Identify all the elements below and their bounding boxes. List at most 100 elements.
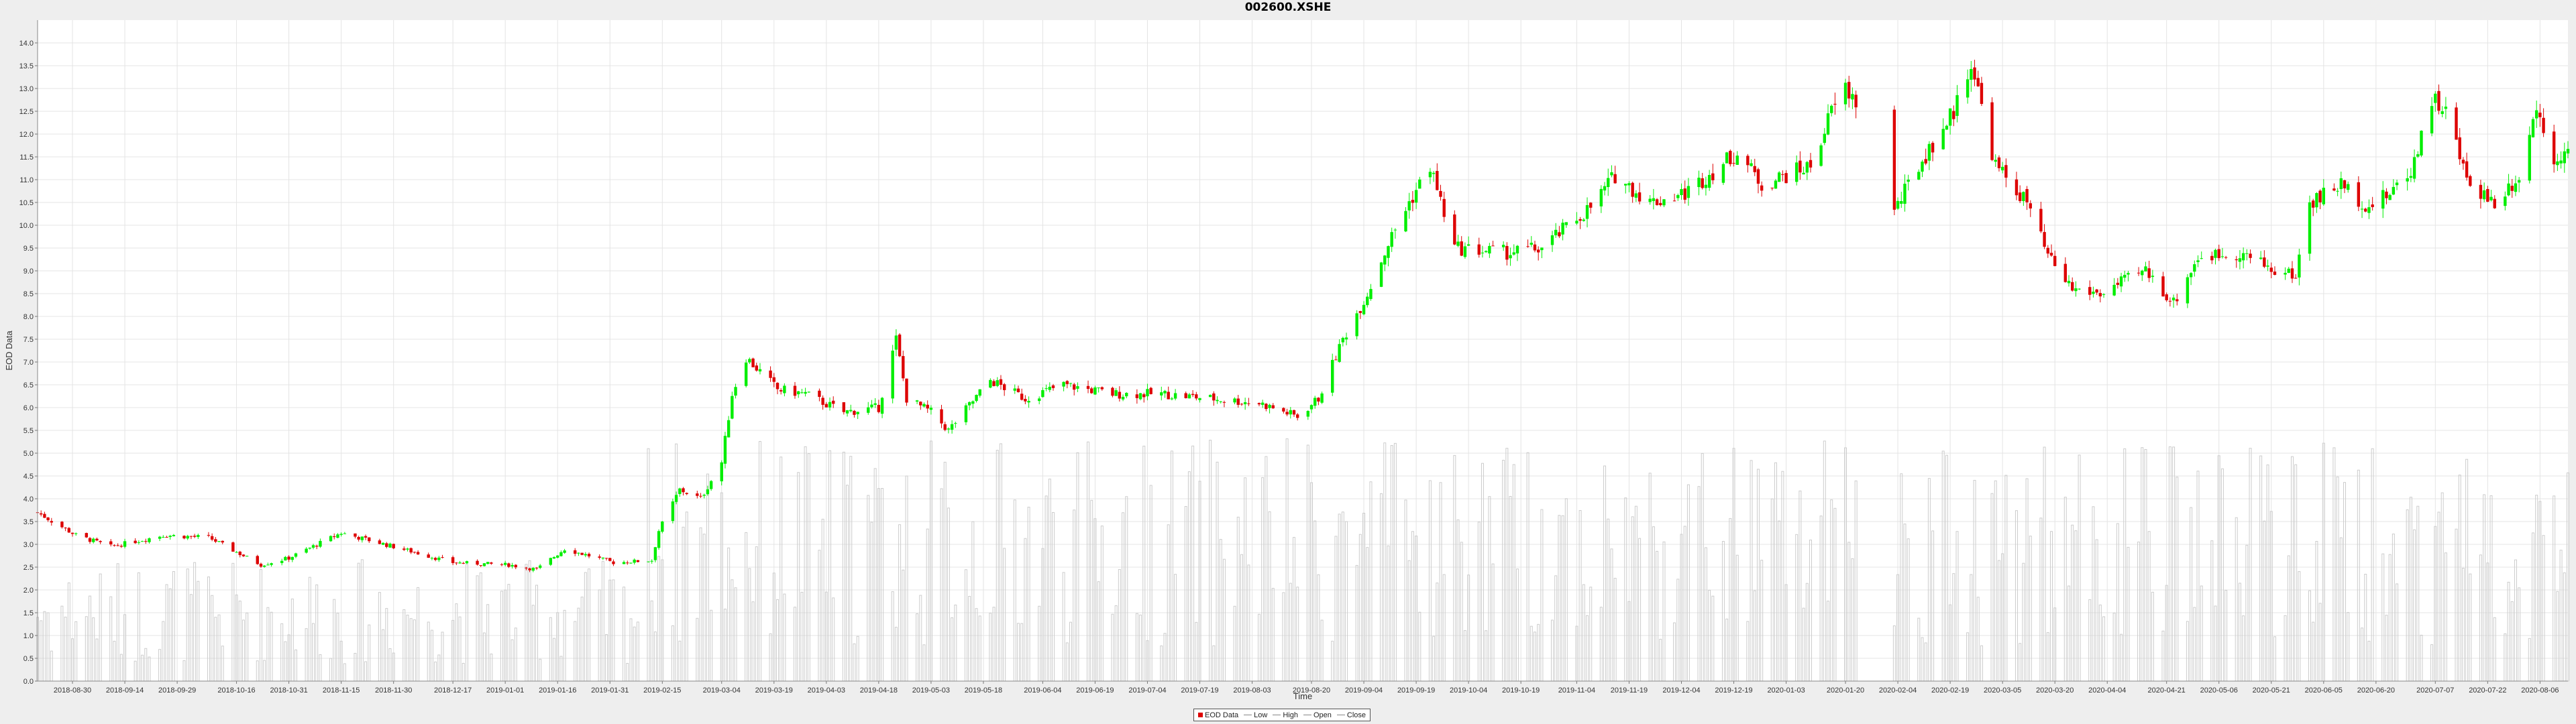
- candle-body: [2347, 184, 2350, 190]
- candle-body: [1383, 255, 1387, 265]
- y-tick-label: 0.0: [23, 678, 34, 686]
- candle-body: [1686, 186, 1690, 198]
- candle-body: [1484, 251, 1488, 253]
- candle-body: [210, 536, 214, 540]
- candle-body: [1414, 190, 1418, 203]
- candle-body: [392, 544, 395, 548]
- candle-body: [1799, 160, 1802, 173]
- candle-body: [140, 541, 144, 542]
- candle-body: [1212, 393, 1216, 401]
- candle-body: [319, 540, 322, 547]
- y-tick-label: 8.5: [23, 290, 34, 298]
- candle-body: [455, 562, 458, 564]
- candle-body: [92, 538, 95, 542]
- candle-body: [2063, 263, 2068, 282]
- candle-body: [685, 493, 688, 494]
- candle-body: [1428, 172, 1432, 178]
- candle-body: [657, 531, 661, 548]
- y-tick-label: 1.5: [23, 609, 34, 617]
- candle-body: [1460, 241, 1463, 256]
- candle-body: [1634, 193, 1638, 198]
- candle-body: [1805, 162, 1809, 173]
- candle-body: [1558, 232, 1561, 237]
- candle-body: [280, 560, 284, 563]
- candle-body: [1208, 395, 1212, 398]
- candle-body: [971, 401, 975, 404]
- candle-body: [1526, 246, 1529, 247]
- x-tick-label: 2019-06-04: [1024, 686, 1061, 695]
- candle-body: [2318, 190, 2322, 202]
- candle-body: [1648, 198, 1652, 202]
- x-tick-label: 2018-11-15: [323, 686, 360, 695]
- x-tick-label: 2018-10-16: [217, 686, 255, 695]
- candle-body: [1167, 391, 1170, 400]
- candle-body: [559, 552, 563, 556]
- candle-body: [2486, 189, 2489, 202]
- candle-body: [1655, 199, 1659, 205]
- candle-body: [2196, 260, 2200, 263]
- candle-body: [2566, 149, 2570, 154]
- x-tick-label: 2019-08-03: [1233, 686, 1271, 695]
- candle-body: [1051, 385, 1055, 388]
- candle-body: [2440, 111, 2444, 115]
- candle-body: [867, 407, 870, 413]
- candle-body: [2200, 258, 2203, 259]
- candle-body: [1289, 410, 1292, 415]
- axis-layer: 0.0 0.5 1.0 1.5 2.0 2.5 3.0 3.5 4.0 4.5 5.0 5.5 6.0 6…: [19, 20, 2568, 695]
- candle-body: [1826, 113, 1830, 135]
- y-tick-label: 13.5: [19, 62, 34, 70]
- candle-body: [1921, 162, 1924, 172]
- candle-body: [821, 398, 824, 405]
- x-tick-label: 2020-02-04: [1879, 686, 1917, 695]
- candle-body: [2165, 294, 2168, 300]
- candle-body: [1976, 78, 1980, 86]
- candle-body: [978, 389, 981, 396]
- candle-body: [1966, 79, 1970, 98]
- candle-body: [2406, 178, 2409, 182]
- candle-body: [1418, 179, 1421, 189]
- candle-body: [845, 410, 849, 414]
- candle-body: [2092, 292, 2095, 294]
- candle-body: [2552, 131, 2556, 165]
- candle-body: [441, 557, 444, 558]
- candle-body: [1086, 385, 1090, 389]
- candle-body: [1732, 163, 1735, 164]
- candle-body: [1163, 391, 1167, 394]
- candle-body: [1044, 388, 1048, 389]
- candle-body: [1146, 389, 1149, 397]
- candle-body: [1948, 108, 1952, 126]
- candle-body: [1843, 82, 1847, 105]
- candle-body: [482, 563, 486, 566]
- candle-body: [1138, 393, 1142, 400]
- candle-body: [967, 402, 971, 406]
- candle-body: [1697, 178, 1701, 188]
- candle-body: [720, 462, 723, 481]
- candle-body: [2504, 196, 2507, 206]
- candle-body: [262, 565, 266, 567]
- candle-body: [2259, 257, 2263, 259]
- candle-body: [1704, 184, 1708, 188]
- x-tick-label: 2019-12-19: [1715, 686, 1752, 695]
- candle-body: [1536, 249, 1540, 253]
- candle-body: [1366, 296, 1369, 306]
- candle-body: [1358, 311, 1362, 313]
- y-tick-label: 12.5: [19, 108, 34, 116]
- x-tick-label: 2020-04-21: [2148, 686, 2186, 695]
- candle-body: [2528, 135, 2531, 181]
- candle-body: [2538, 112, 2542, 117]
- plot-area: [38, 20, 2568, 681]
- candle-body: [678, 488, 682, 494]
- candle-body: [1477, 244, 1481, 255]
- candle-body: [1802, 172, 1805, 175]
- candle-body: [2018, 192, 2022, 201]
- candle-body: [2514, 183, 2518, 192]
- candle-body: [2263, 257, 2266, 267]
- candle-body: [311, 545, 315, 548]
- candle-body: [832, 400, 835, 404]
- candle-body: [416, 552, 420, 555]
- candle-body: [2339, 178, 2343, 189]
- candle-body: [2116, 282, 2120, 285]
- x-tick-label: 2018-08-30: [54, 686, 91, 695]
- candle-body: [2322, 188, 2326, 204]
- candle-body: [2534, 110, 2538, 119]
